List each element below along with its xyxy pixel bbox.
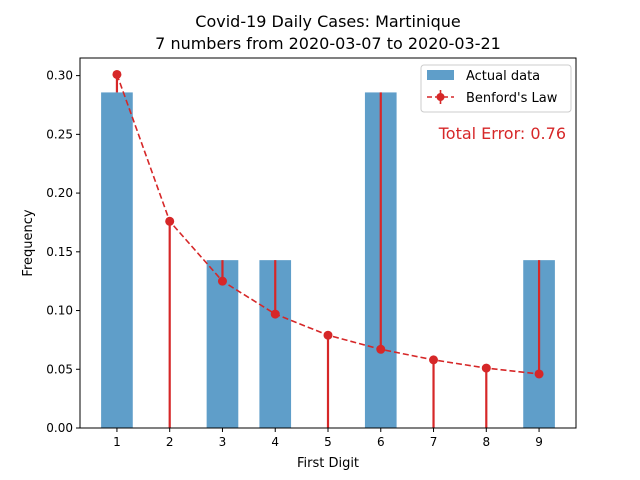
bar-actual-1 (101, 92, 133, 429)
legend: Actual data Benford's Law (420, 64, 572, 113)
y-axis-label: Frequency (21, 209, 36, 276)
y-axis-ticks: 0.00 0.05 0.10 0.15 0.20 0.25 0.30 (46, 69, 80, 435)
benford-point-6 (376, 344, 386, 354)
y-tick-label: 0.10 (46, 304, 73, 318)
x-tick-label: 7 (430, 435, 438, 449)
benford-point-8 (481, 363, 491, 373)
x-tick-label: 9 (535, 435, 543, 449)
y-tick-label: 0.25 (46, 127, 73, 141)
benford-point-9 (534, 369, 544, 379)
x-tick-label: 4 (271, 435, 279, 449)
x-axis-label: First Digit (297, 456, 359, 471)
chart-title: Covid-19 Daily Cases: Martinique (195, 12, 460, 31)
legend-label-actual: Actual data (466, 69, 540, 84)
benford-point-2 (165, 216, 175, 226)
benford-point-1 (112, 69, 122, 79)
chart-subtitle: 7 numbers from 2020-03-07 to 2020-03-21 (155, 34, 501, 53)
y-tick-label: 0.00 (46, 421, 73, 435)
x-tick-label: 3 (219, 435, 227, 449)
legend-marker-benford (436, 93, 445, 101)
error-bars-layer (115, 74, 541, 428)
legend-box (420, 64, 572, 113)
x-tick-label: 5 (324, 435, 332, 449)
total-error-annotation: Total Error: 0.76 (438, 124, 566, 143)
y-tick-label: 0.20 (46, 186, 73, 200)
markers-layer (112, 69, 544, 379)
legend-swatch-actual (427, 70, 454, 80)
benford-point-3 (217, 276, 227, 286)
y-tick-label: 0.15 (46, 245, 73, 259)
x-tick-label: 2 (166, 435, 174, 449)
benford-point-4 (270, 309, 280, 319)
x-tick-label: 6 (377, 435, 385, 449)
y-tick-label: 0.30 (46, 69, 73, 83)
legend-label-benford: Benford's Law (466, 91, 558, 106)
y-tick-label: 0.05 (46, 362, 73, 376)
x-tick-label: 8 (482, 435, 490, 449)
benford-line (116, 74, 540, 375)
x-axis-ticks: 1 2 3 4 5 6 7 8 9 (113, 428, 543, 449)
benford-point-7 (429, 355, 439, 365)
benford-point-5 (323, 330, 333, 340)
x-tick-label: 1 (113, 435, 121, 449)
